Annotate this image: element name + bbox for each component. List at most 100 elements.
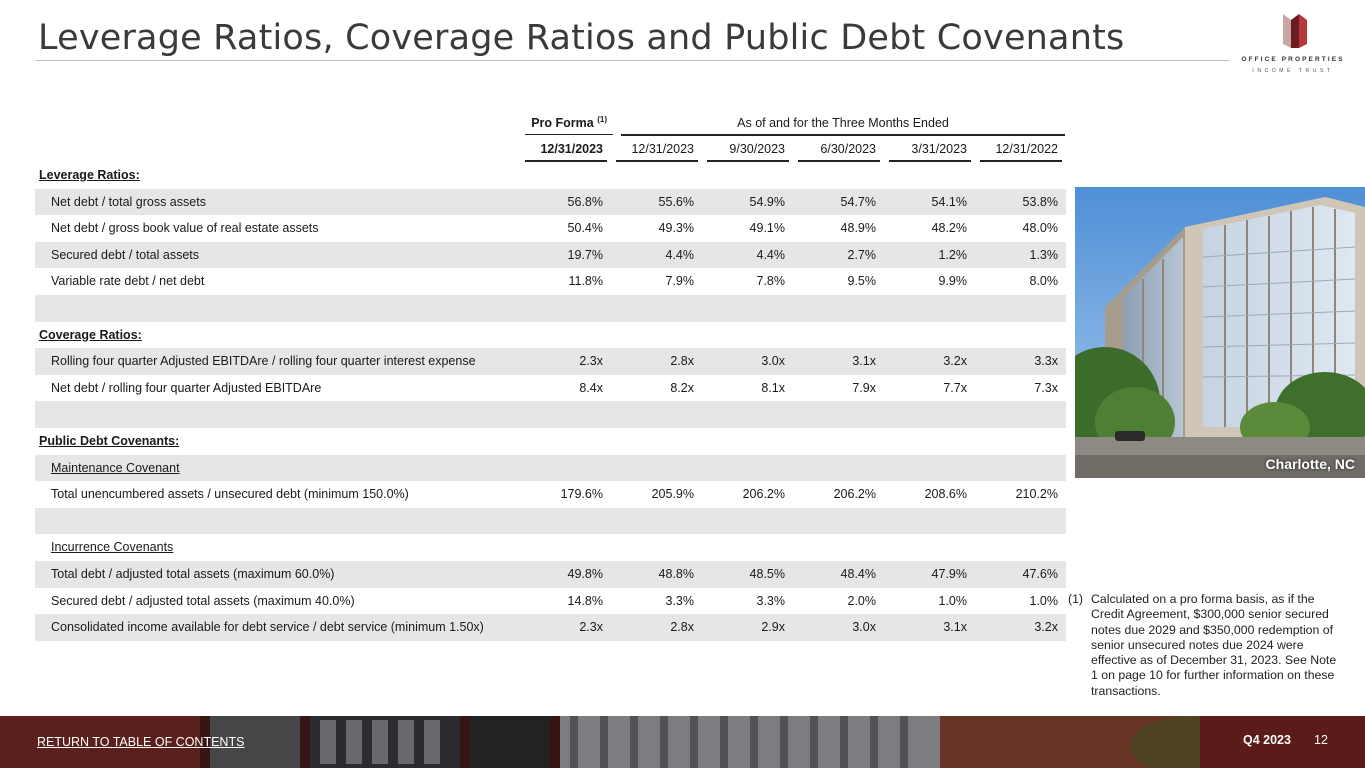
table-cell: 3.3x [1034,354,1058,369]
subsection-heading: Incurrence Covenants [51,540,174,555]
column-header-rule [980,160,1062,162]
table-row: Net debt / total gross assets 56.8% 55.6% 5… [35,188,1066,216]
column-header: 3/31/2023 [911,142,967,156]
table-cell: 1.0% [938,593,968,608]
column-header-rule [525,160,607,162]
table-cell: 210.2% [1015,487,1058,502]
footer-quarter: Q4 2023 [1243,733,1291,747]
table-cell: 53.8% [1022,194,1058,209]
company-logo: OFFICE PROPERTIES INCOME TRUST [1236,12,1350,78]
table-cell: 9.9% [938,274,968,289]
logo-text-line2: INCOME TRUST [1252,68,1334,74]
table-cell: 2.7% [847,247,877,262]
table-cell: 7.9x [852,380,876,395]
table-cell: 8.0% [1029,274,1059,289]
logo-text-line1: OFFICE PROPERTIES [1241,56,1345,63]
table-spacer-row [35,507,1066,535]
company-logo-icon [1283,14,1307,48]
table-cell: 49.8% [567,566,603,581]
table-cell: 205.9% [651,487,694,502]
row-label: Total unencumbered assets / unsecured de… [51,487,409,502]
row-label: Total debt / adjusted total assets (maxi… [51,566,335,581]
photo-caption: Charlotte, NC [1265,456,1355,472]
row-label: Rolling four quarter Adjusted EBITDAre /… [51,354,476,369]
table-cell: 208.6% [924,487,967,502]
table-cell: 48.8% [658,566,694,581]
table-row: Rolling four quarter Adjusted EBITDAre /… [35,348,1066,375]
table-cell: 47.9% [931,566,967,581]
table-header-group: Pro Forma (1) As of and for the Three Mo… [35,110,1066,136]
table-row: Consolidated income available for debt s… [35,614,1066,641]
table-cell: 4.4% [665,247,695,262]
table-cell: 2.9x [761,620,785,635]
table-cell: 54.7% [840,194,876,209]
table-section-row: Leverage Ratios: [35,162,1066,189]
footer-background-image [0,716,1365,768]
table-cell: 7.7x [943,380,967,395]
table-row: Secured debt / total assets 19.7% 4.4% 4.4%… [35,241,1066,269]
footnote-number: (1) [1068,592,1084,606]
row-label: Net debt / rolling four quarter Adjusted… [51,380,322,395]
table-cell: 49.1% [749,221,785,236]
table-cell: 2.8x [670,620,694,635]
table-row: Secured debt / adjusted total assets (ma… [35,588,1066,615]
table-cell: 206.2% [742,487,785,502]
column-header: 9/30/2023 [729,142,785,156]
table-cell: 3.3% [756,593,786,608]
table-row: Net debt / gross book value of real esta… [35,215,1066,242]
table-section-row: Incurrence Covenants [35,534,1066,561]
table-cell: 206.2% [833,487,876,502]
table-cell: 54.9% [749,194,785,209]
table-cell: 3.0x [761,354,785,369]
table-cell: 54.1% [931,194,967,209]
table-cell: 3.2x [1034,620,1058,635]
table-cell: 11.8% [568,274,603,289]
table-cell: 7.9% [665,274,695,289]
table-body: Leverage Ratios: Net debt / total gross a… [35,162,1066,641]
column-header: 12/31/2023 [540,142,603,156]
table-cell: 8.2x [670,380,694,395]
row-label: Net debt / gross book value of real esta… [51,221,319,236]
pro-forma-label: Pro Forma [531,116,594,130]
table-cell: 9.5% [847,274,877,289]
row-label: Variable rate debt / net debt [51,274,205,289]
table-cell: 3.0x [852,620,876,635]
table-spacer-row [35,294,1066,322]
row-label: Secured debt / adjusted total assets (ma… [51,593,355,608]
table-cell: 7.8% [756,274,786,289]
table-column-headers: 12/31/2023 12/31/2023 9/30/2023 6/30/2023 3/… [35,136,1066,162]
pro-forma-footnote-ref: (1) [597,115,607,124]
page-title: Leverage Ratios, Coverage Ratios and Pub… [38,18,1125,58]
table-spacer-row [35,401,1066,428]
table-row: Variable rate debt / net debt 11.8% 7.9% 7.… [35,268,1066,295]
table-cell: 179.6% [560,487,603,502]
table-cell: 49.3% [658,221,694,236]
table-cell: 2.3x [579,620,603,635]
table-cell: 2.8x [670,354,694,369]
section-heading: Public Debt Covenants: [39,433,180,448]
column-header: 12/31/2022 [995,142,1058,156]
table-cell: 48.5% [749,566,785,581]
table-cell: 48.2% [931,221,967,236]
table-cell: 3.3% [665,593,695,608]
table-cell: 14.8% [567,593,603,608]
row-label: Consolidated income available for debt s… [51,620,484,635]
table-cell: 56.8% [567,194,603,209]
page-number: 12 [1314,733,1328,747]
table-cell: 48.9% [840,221,876,236]
table-section-row: Public Debt Covenants: [35,428,1066,455]
subsection-heading: Maintenance Covenant [51,460,180,475]
row-label: Secured debt / total assets [51,247,200,262]
table-cell: 55.6% [658,194,694,209]
table-cell: 48.4% [840,566,876,581]
column-header: 6/30/2023 [820,142,876,156]
column-header-rule [616,160,698,162]
footnote-text: Calculated on a pro forma basis, as if t… [1091,592,1337,698]
building-photo: Charlotte, NC [1075,187,1365,478]
column-header: 12/31/2023 [631,142,694,156]
table-cell: 48.0% [1022,221,1058,236]
return-to-toc-link[interactable]: RETURN TO TABLE OF CONTENTS [37,735,245,749]
table-cell: 7.3x [1034,380,1058,395]
column-header-rule [798,160,880,162]
pro-forma-header: Pro Forma (1) [523,115,607,130]
